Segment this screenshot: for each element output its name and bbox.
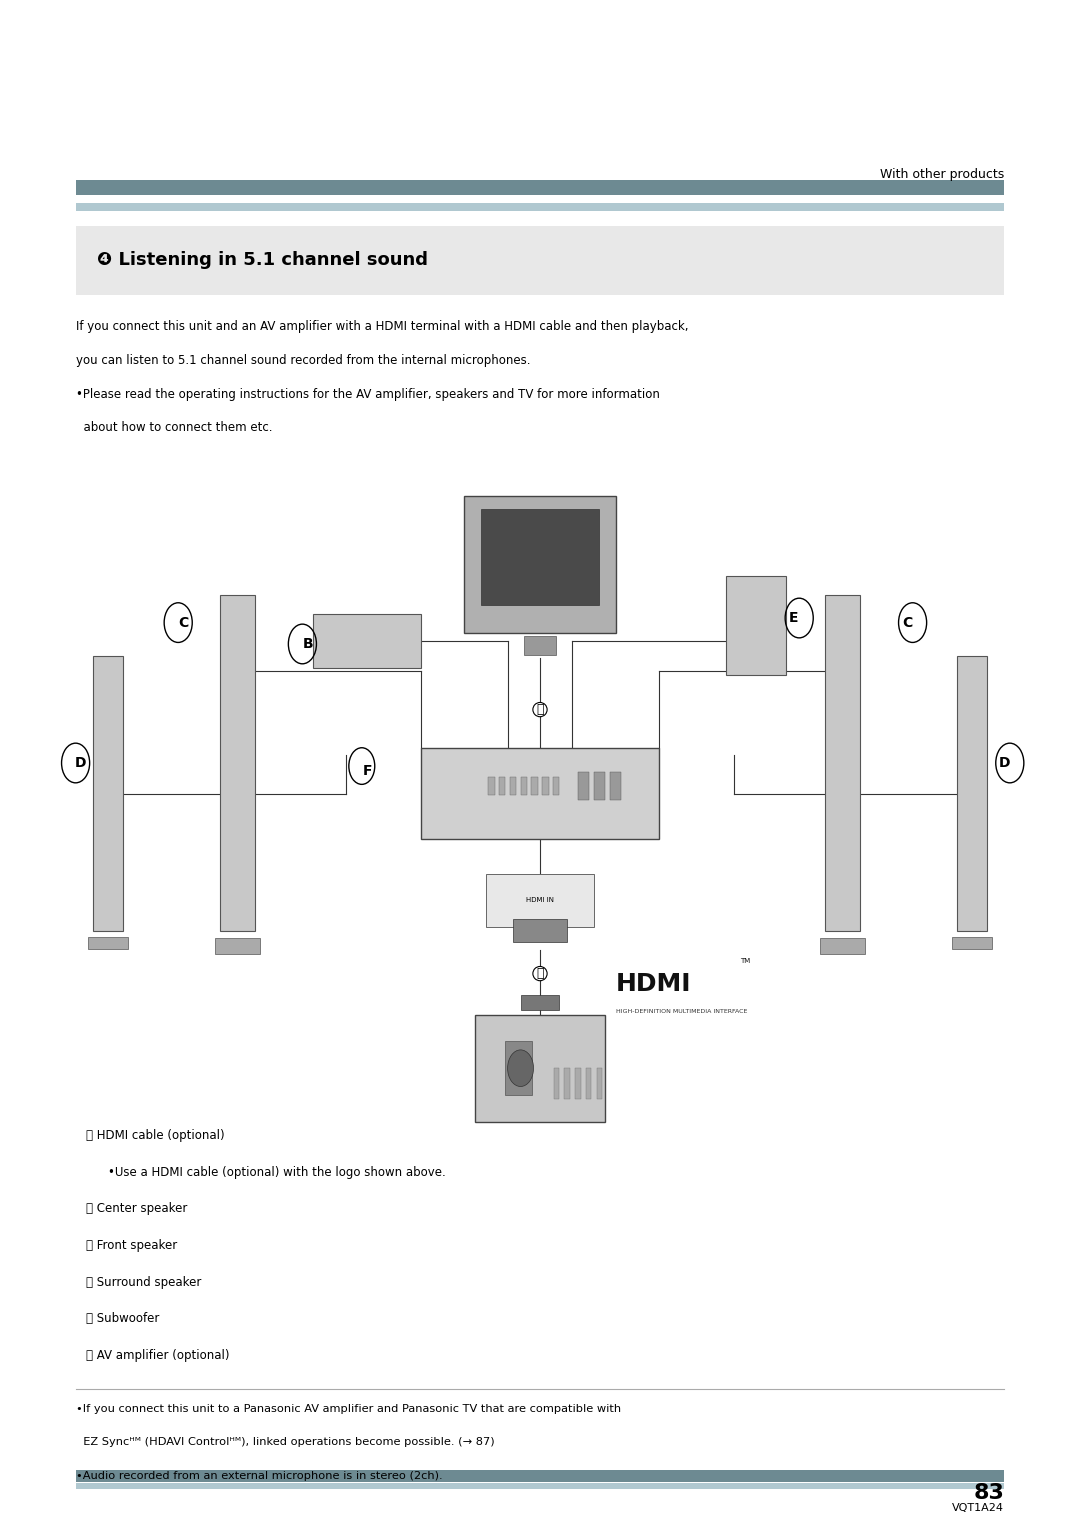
Bar bbox=[488, 777, 495, 795]
Bar bbox=[421, 748, 659, 839]
Bar bbox=[597, 1068, 603, 1099]
Text: D: D bbox=[999, 755, 1010, 771]
Text: C: C bbox=[178, 615, 189, 630]
Bar bbox=[504, 1042, 531, 1096]
Bar bbox=[464, 496, 616, 633]
Bar bbox=[513, 919, 567, 943]
Text: HIGH-DEFINITION MULTIMEDIA INTERFACE: HIGH-DEFINITION MULTIMEDIA INTERFACE bbox=[616, 1009, 747, 1015]
Bar bbox=[76, 180, 1004, 195]
Text: •If you connect this unit to a Panasonic AV amplifier and Panasonic TV that are : •If you connect this unit to a Panasonic… bbox=[76, 1404, 621, 1415]
Text: E: E bbox=[789, 610, 798, 626]
Bar bbox=[531, 777, 538, 795]
Bar bbox=[481, 510, 599, 606]
Bar bbox=[475, 1015, 605, 1122]
Bar bbox=[610, 772, 621, 800]
Bar bbox=[220, 595, 255, 931]
Bar bbox=[76, 1470, 1004, 1482]
Bar bbox=[820, 938, 865, 954]
Bar bbox=[825, 595, 860, 931]
Bar bbox=[578, 772, 589, 800]
Text: B: B bbox=[302, 636, 313, 652]
Text: Ⓐ HDMI cable (optional): Ⓐ HDMI cable (optional) bbox=[86, 1129, 225, 1143]
Bar bbox=[524, 636, 556, 655]
Bar bbox=[576, 1068, 581, 1099]
Bar bbox=[486, 873, 594, 928]
Text: C: C bbox=[902, 615, 913, 630]
Text: EZ Syncᴴᴹ (HDAVI Controlᴴᴹ), linked operations become possible. (→ 87): EZ Syncᴴᴹ (HDAVI Controlᴴᴹ), linked oper… bbox=[76, 1437, 495, 1448]
Text: about how to connect them etc.: about how to connect them etc. bbox=[76, 421, 272, 435]
Text: VQT1A24: VQT1A24 bbox=[953, 1503, 1004, 1514]
Text: D: D bbox=[76, 755, 86, 771]
Text: Ⓓ Surround speaker: Ⓓ Surround speaker bbox=[86, 1276, 202, 1289]
Bar bbox=[215, 938, 260, 954]
Bar bbox=[499, 777, 505, 795]
Text: F: F bbox=[363, 763, 372, 778]
Bar bbox=[521, 777, 527, 795]
Bar bbox=[76, 203, 1004, 211]
Text: Ⓐ: Ⓐ bbox=[537, 967, 543, 980]
Bar bbox=[522, 995, 559, 1010]
Text: ❹ Listening in 5.1 channel sound: ❹ Listening in 5.1 channel sound bbox=[97, 252, 428, 269]
Bar bbox=[953, 937, 991, 949]
Bar bbox=[89, 937, 127, 949]
Text: HDMI: HDMI bbox=[616, 972, 691, 996]
Bar bbox=[93, 656, 123, 931]
Bar bbox=[76, 1483, 1004, 1489]
Text: •Use a HDMI cable (optional) with the logo shown above.: •Use a HDMI cable (optional) with the lo… bbox=[108, 1166, 446, 1180]
Circle shape bbox=[508, 1050, 534, 1087]
Text: Ⓐ: Ⓐ bbox=[537, 703, 543, 716]
Bar bbox=[726, 577, 786, 674]
Bar bbox=[553, 777, 559, 795]
Bar bbox=[542, 777, 549, 795]
Text: •Audio recorded from an external microphone is in stereo (2ch).: •Audio recorded from an external microph… bbox=[76, 1471, 442, 1482]
Bar bbox=[313, 613, 421, 668]
Text: If you connect this unit and an AV amplifier with a HDMI terminal with a HDMI ca: If you connect this unit and an AV ampli… bbox=[76, 320, 688, 334]
Bar bbox=[586, 1068, 592, 1099]
Text: Ⓕ AV amplifier (optional): Ⓕ AV amplifier (optional) bbox=[86, 1349, 230, 1363]
Text: Ⓒ Front speaker: Ⓒ Front speaker bbox=[86, 1239, 177, 1253]
Text: Ⓔ Subwoofer: Ⓔ Subwoofer bbox=[86, 1312, 160, 1326]
Bar bbox=[957, 656, 987, 931]
Text: With other products: With other products bbox=[880, 168, 1004, 182]
Text: Ⓑ Center speaker: Ⓑ Center speaker bbox=[86, 1202, 188, 1216]
Bar bbox=[76, 226, 1004, 295]
Text: •Please read the operating instructions for the AV amplifier, speakers and TV fo: •Please read the operating instructions … bbox=[76, 388, 660, 401]
Bar bbox=[594, 772, 605, 800]
Text: you can listen to 5.1 channel sound recorded from the internal microphones.: you can listen to 5.1 channel sound reco… bbox=[76, 354, 530, 368]
Text: 83: 83 bbox=[973, 1483, 1004, 1503]
Bar bbox=[510, 777, 516, 795]
Text: TM: TM bbox=[740, 958, 750, 964]
Bar bbox=[565, 1068, 570, 1099]
Text: HDMI IN: HDMI IN bbox=[526, 897, 554, 903]
Bar bbox=[554, 1068, 559, 1099]
Text: HDMI: HDMI bbox=[534, 1131, 546, 1137]
